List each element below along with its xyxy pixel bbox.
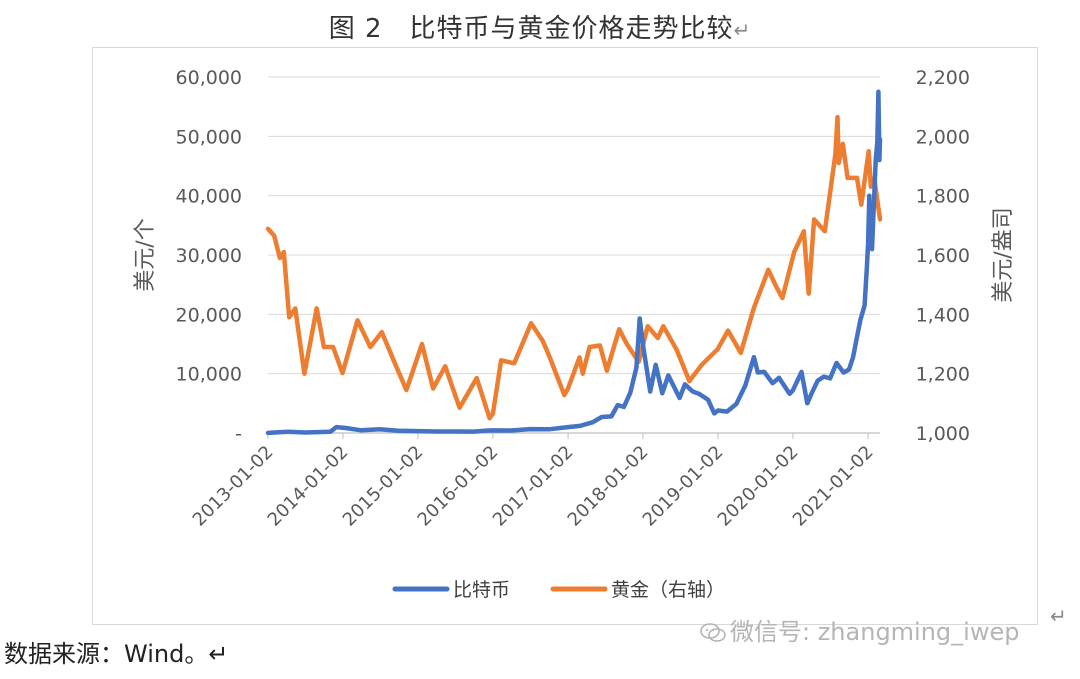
frame-return-mark: ↵ (1050, 604, 1067, 628)
data-source-note: 数据来源：Wind。↵ (4, 640, 229, 668)
wechat-icon (700, 621, 726, 642)
series-line-gold (265, 114, 883, 421)
y-tick-label-right: 1,200 (916, 364, 970, 386)
y-tick-label-right: 2,000 (916, 126, 970, 148)
y-tick-label-left: 60,000 (176, 67, 242, 89)
legend: 比特币 黄金（右轴） (392, 579, 725, 601)
figure-title-text: 图 2 比特币与黄金价格走势比较 (328, 14, 734, 44)
series-layer (265, 89, 883, 436)
x-tick-label: 2021-01-02 (789, 442, 878, 531)
y-tick-label-left: 50,000 (176, 126, 242, 148)
watermark-text: 微信号: zhangming_iwep (730, 618, 1020, 646)
y-tick-label-right: 1,000 (916, 423, 970, 445)
y-tick-label-right: 1,600 (916, 245, 970, 267)
y-axis-title-left: 美元/个 (133, 218, 158, 291)
chart-frame (92, 47, 1038, 625)
y-tick-label-left: 20,000 (176, 304, 242, 326)
y-tick-label-right: 1,800 (916, 186, 970, 208)
figure-title: 图 2 比特币与黄金价格走势比较↵ (0, 8, 1080, 45)
return-mark: ↵ (733, 18, 752, 42)
y-axis-title-right: 美元/盎司 (991, 207, 1016, 302)
watermark: 微信号: zhangming_iwep (700, 612, 1019, 647)
y-tick-label-left: - (235, 423, 242, 445)
y-tick-label-left: 40,000 (176, 186, 242, 208)
legend-label-gold: 黄金（右轴） (611, 579, 725, 601)
y-tick-label-left: 10,000 (176, 364, 242, 386)
y-tick-label-left: 30,000 (176, 245, 242, 267)
legend-label-btc: 比特币 (453, 579, 510, 601)
y-tick-label-right: 1,400 (916, 304, 970, 326)
series-line-btc (265, 89, 883, 436)
y-tick-label-right: 2,200 (916, 67, 970, 89)
